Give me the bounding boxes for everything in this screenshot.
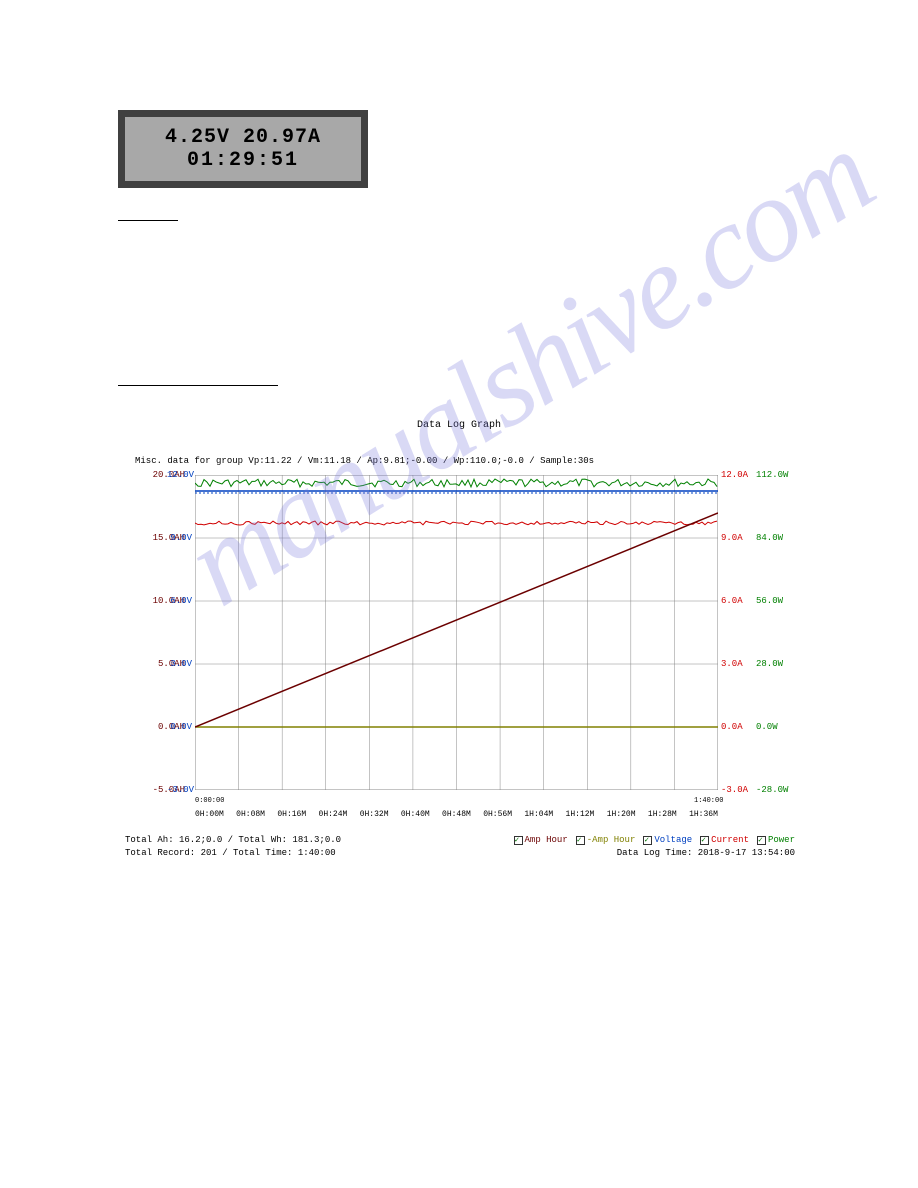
- y-tick: 6.0V: [167, 596, 192, 606]
- checkbox-icon: [514, 836, 523, 845]
- legend-item: Voltage: [643, 835, 692, 845]
- y-tick: 56.0W: [756, 596, 796, 606]
- x-tick: 0H:48M: [442, 810, 471, 819]
- x-tick: 1H:36M: [689, 810, 718, 819]
- y-tick: 0.0W: [756, 722, 796, 732]
- x-tick: 0H:00M: [195, 810, 224, 819]
- grid: [195, 475, 718, 790]
- legend-label: Voltage: [654, 835, 692, 845]
- chart-title: Data Log Graph: [0, 420, 918, 431]
- y-tick: -28.0W: [756, 785, 796, 795]
- y-tick: 12.0V: [167, 470, 192, 480]
- x-tick: 0H:08M: [236, 810, 265, 819]
- y-tick: 28.0W: [756, 659, 796, 669]
- x-tick: 1H:28M: [648, 810, 677, 819]
- y-tick: 84.0W: [756, 533, 796, 543]
- time-start: 0:00:00: [195, 797, 224, 805]
- x-tick: 1H:20M: [607, 810, 636, 819]
- underline-1: [118, 220, 178, 221]
- lcd-line2: 01:29:51: [187, 149, 299, 172]
- total-record-text: Total Record: 201 / Total Time: 1:40:00: [125, 848, 336, 858]
- chart-svg: [195, 475, 718, 790]
- x-tick: 0H:16M: [277, 810, 306, 819]
- chart-plot-area: 20.0AH15.0AH10.0AH5.0AH0.0AH-5.0AH12.0V9…: [195, 475, 718, 790]
- legend-label: -Amp Hour: [587, 835, 636, 845]
- chart-misc-data: Misc. data for group Vp:11.22 / Vm:11.18…: [135, 456, 594, 466]
- underline-2: [118, 385, 278, 386]
- lcd-line1: 4.25V 20.97A: [165, 126, 321, 149]
- y-tick: 6.0A: [721, 596, 756, 606]
- y-tick: -3.0V: [167, 785, 192, 795]
- legend-label: Current: [711, 835, 749, 845]
- legend-item: Amp Hour: [514, 835, 568, 845]
- x-axis-labels: 0H:00M 0H:08M 0H:16M 0H:24M 0H:32M 0H:40M 0H:4…: [195, 810, 718, 819]
- legend-item: Current: [700, 835, 749, 845]
- x-tick: 1H:12M: [566, 810, 595, 819]
- legend-item: -Amp Hour: [576, 835, 636, 845]
- x-tick: 1H:04M: [524, 810, 553, 819]
- x-tick: 0H:24M: [319, 810, 348, 819]
- checkbox-icon: [643, 836, 652, 845]
- x-tick: 0H:56M: [483, 810, 512, 819]
- y-tick: 112.0W: [756, 470, 796, 480]
- legend-items: Amp Hour -Amp Hour Voltage Current Power: [514, 835, 795, 845]
- x-tick: 0H:32M: [360, 810, 389, 819]
- y-tick: 0.0V: [167, 722, 192, 732]
- time-end: 1:40:00: [694, 797, 723, 805]
- legend-area: Total Ah: 16.2;0.0 / Total Wh: 181.3;0.0…: [125, 835, 795, 858]
- checkbox-icon: [576, 836, 585, 845]
- total-ah-text: Total Ah: 16.2;0.0 / Total Wh: 181.3;0.0: [125, 835, 341, 845]
- checkbox-icon: [757, 836, 766, 845]
- x-tick: 0H:40M: [401, 810, 430, 819]
- datalog-time-text: Data Log Time: 2018-9-17 13:54:00: [617, 848, 795, 858]
- y-tick: 12.0A: [721, 470, 756, 480]
- y-tick: 9.0V: [167, 533, 192, 543]
- y-tick: 3.0A: [721, 659, 756, 669]
- legend-label: Power: [768, 835, 795, 845]
- y-tick: 3.0V: [167, 659, 192, 669]
- y-tick: 0.0A: [721, 722, 756, 732]
- lcd-display: 4.25V 20.97A 01:29:51: [118, 110, 368, 188]
- checkbox-icon: [700, 836, 709, 845]
- legend-label: Amp Hour: [525, 835, 568, 845]
- y-tick: -3.0A: [721, 785, 756, 795]
- y-tick: 9.0A: [721, 533, 756, 543]
- legend-item: Power: [757, 835, 795, 845]
